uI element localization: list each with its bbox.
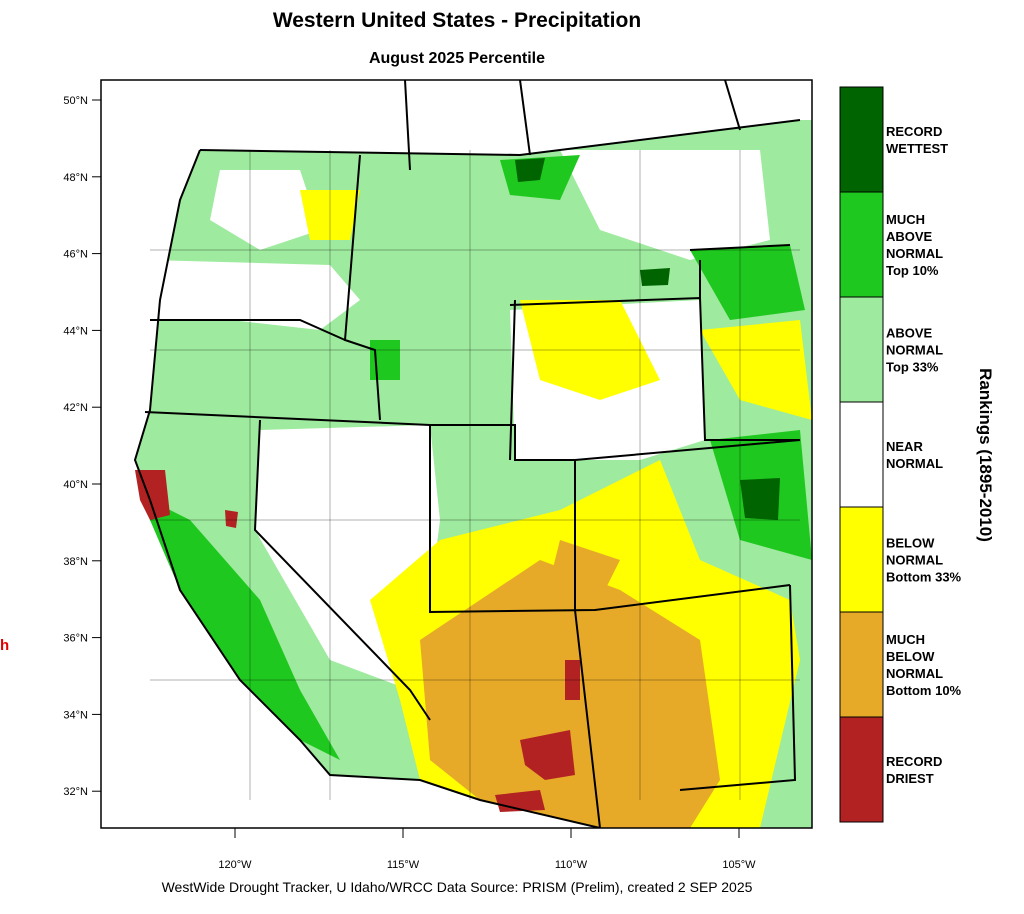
- lat-tick-label: 44°N: [63, 325, 88, 337]
- legend-swatch: [839, 191, 884, 298]
- legend-label: DRIEST: [886, 771, 934, 786]
- legend-label: NORMAL: [886, 246, 943, 261]
- lat-tick-label: 40°N: [63, 479, 88, 491]
- legend-label: MUCH: [886, 632, 925, 647]
- legend-swatch: [839, 611, 884, 718]
- legend-label: NORMAL: [886, 456, 943, 471]
- lat-tick-label: 38°N: [63, 556, 88, 568]
- legend-swatch: [839, 506, 884, 613]
- legend-label: ABOVE: [886, 229, 933, 244]
- lat-tick-label: 48°N: [63, 172, 88, 184]
- lon-tick-label: 110°W: [555, 859, 588, 871]
- legend-label: NEAR: [886, 439, 923, 454]
- footer: WestWide Drought Tracker, U Idaho/WRCC D…: [162, 879, 753, 895]
- lat-tick-label: 36°N: [63, 633, 88, 645]
- legend-label: RECORD: [886, 124, 942, 139]
- legend-label: Top 10%: [886, 263, 939, 278]
- legend-label: ABOVE: [886, 326, 933, 341]
- lat-tick-label: 46°N: [63, 249, 88, 261]
- legend-swatch: [839, 86, 884, 193]
- legend-label: NORMAL: [886, 666, 943, 681]
- subtitle: August 2025 Percentile: [369, 50, 545, 67]
- legend-label: Bottom 33%: [886, 570, 962, 585]
- lat-tick-label: 42°N: [63, 402, 88, 414]
- legend-swatch: [839, 296, 884, 403]
- lat-tick-label: 50°N: [63, 95, 88, 107]
- legend-swatch: [839, 716, 884, 823]
- legend-label: RECORD: [886, 754, 942, 769]
- legend-label: BELOW: [886, 536, 935, 551]
- legend-label: WETTEST: [886, 141, 948, 156]
- legend-swatch: [839, 401, 884, 508]
- legend-label: Top 33%: [886, 360, 939, 375]
- legend-title: Rankings (1895-2010): [976, 368, 995, 542]
- legend-label: Bottom 10%: [886, 683, 962, 698]
- map-frame: [100, 79, 813, 829]
- lat-tick-label: 34°N: [63, 709, 88, 721]
- title: Western United States - Precipitation: [273, 9, 641, 32]
- lon-tick-label: 115°W: [387, 859, 420, 871]
- legend-label: NORMAL: [886, 343, 943, 358]
- legend-label: NORMAL: [886, 553, 943, 568]
- lat-tick-label: 32°N: [63, 786, 88, 798]
- legend-label: MUCH: [886, 212, 925, 227]
- lon-tick-label: 105°W: [722, 859, 756, 871]
- lon-tick-label: 120°W: [218, 859, 252, 871]
- edge-text: h: [0, 637, 9, 654]
- map: [101, 80, 812, 828]
- legend-label: BELOW: [886, 649, 935, 664]
